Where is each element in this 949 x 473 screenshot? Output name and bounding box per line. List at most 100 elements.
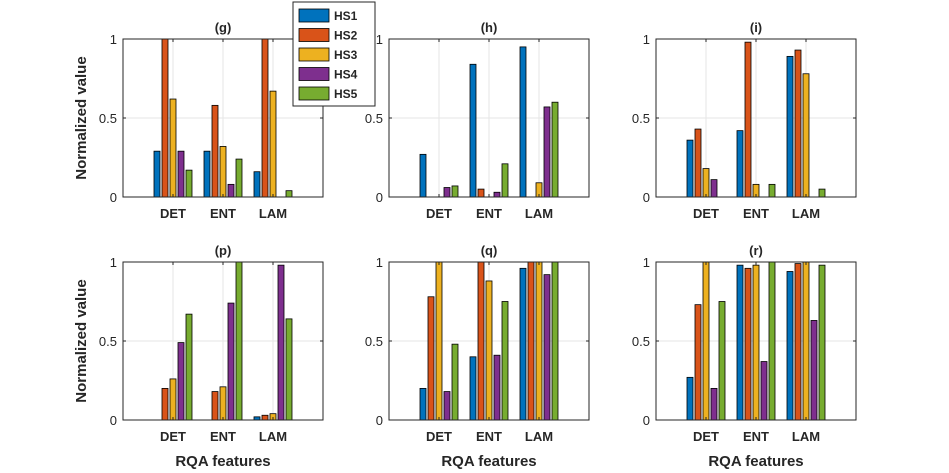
panel-title: (g): [215, 20, 232, 35]
bar-HS5-DET: [451, 185, 459, 198]
bar-HS5-LAM: [551, 261, 559, 421]
x-tick-label: ENT: [743, 206, 769, 221]
legend-swatch-HS5: [298, 86, 330, 101]
legend-label-HS4: HS4: [334, 68, 358, 82]
legend-swatch-HS1: [298, 8, 330, 23]
bar-HS5-DET: [185, 169, 193, 198]
bar-HS2-ENT: [477, 261, 485, 421]
bar-HS5-LAM: [285, 190, 293, 198]
x-axis-label: RQA features: [175, 453, 270, 470]
y-tick-label: 0: [376, 413, 383, 428]
y-tick-label: 0.5: [99, 334, 117, 349]
y-tick-label: 1: [110, 32, 117, 47]
y-tick-label: 1: [376, 32, 383, 47]
bar-HS4-DET: [443, 391, 451, 421]
x-tick-label: DET: [693, 206, 719, 221]
x-tick-label: DET: [160, 206, 186, 221]
bar-HS4-ENT: [760, 361, 768, 421]
bar-HS5-LAM: [285, 318, 293, 421]
bar-HS1-ENT: [469, 356, 477, 421]
y-tick-label: 0: [643, 190, 650, 205]
bar-HS3-DET: [169, 98, 177, 198]
x-tick-label: DET: [693, 429, 719, 444]
bar-HS2-LAM: [261, 38, 269, 198]
bar-HS4-DET: [443, 187, 451, 198]
bar-HS3-DET: [702, 261, 710, 421]
panel-title: (p): [215, 243, 232, 258]
panel-title: (r): [749, 243, 763, 258]
legend-swatch-HS3: [298, 47, 330, 62]
bar-HS2-LAM: [794, 49, 802, 198]
panel-title: (h): [481, 20, 498, 35]
bar-HS3-LAM: [802, 73, 810, 198]
panel-i: 0 0.5 1 DET ENT LAM (i): [632, 20, 857, 221]
y-tick-label: 1: [643, 255, 650, 270]
bar-HS1-ENT: [736, 130, 744, 198]
x-tick-label: DET: [426, 429, 452, 444]
bar-HS2-LAM: [527, 261, 535, 421]
bar-HS2-LAM: [261, 414, 269, 421]
panel-title: (i): [750, 20, 762, 35]
x-tick-label: DET: [160, 429, 186, 444]
x-tick-label: LAM: [259, 429, 287, 444]
x-tick-label: LAM: [792, 429, 820, 444]
bar-HS5-LAM: [818, 264, 826, 421]
bar-HS4-LAM: [810, 320, 818, 421]
x-axis-label: RQA features: [708, 453, 803, 470]
bar-HS5-ENT: [235, 158, 243, 198]
panel-r: 0 0.5 1 DET ENT LAM (r) RQA features: [632, 243, 857, 470]
chart-panels: 0 0.5 1 DET ENT LAM (g) Normalized value 0 0.5 1 DE…: [73, 20, 857, 470]
bar-HS2-DET: [161, 387, 169, 421]
y-tick-label: 0: [110, 190, 117, 205]
y-tick-label: 0.5: [632, 111, 650, 126]
bar-HS4-ENT: [493, 191, 501, 198]
bar-HS5-DET: [451, 343, 459, 421]
y-tick-label: 1: [376, 255, 383, 270]
bar-HS5-ENT: [235, 261, 243, 421]
bar-HS4-LAM: [277, 264, 285, 421]
bar-HS2-ENT: [211, 104, 219, 198]
bar-HS5-ENT: [501, 163, 509, 198]
x-tick-label: ENT: [476, 429, 502, 444]
bar-HS4-DET: [177, 150, 185, 198]
bar-HS3-DET: [702, 168, 710, 198]
bar-HS4-ENT: [227, 183, 235, 198]
x-tick-label: ENT: [210, 429, 236, 444]
bar-HS1-ENT: [469, 63, 477, 198]
x-tick-label: LAM: [792, 206, 820, 221]
y-tick-label: 0.5: [632, 334, 650, 349]
y-tick-label: 0.5: [365, 334, 383, 349]
panel-g: 0 0.5 1 DET ENT LAM (g) Normalized value: [73, 20, 324, 221]
bar-HS1-LAM: [519, 267, 527, 421]
bar-HS4-DET: [710, 387, 718, 421]
x-tick-label: LAM: [525, 429, 553, 444]
bar-HS2-ENT: [744, 41, 752, 198]
bar-HS5-LAM: [551, 101, 559, 198]
bar-HS3-ENT: [219, 146, 227, 198]
bar-HS3-LAM: [269, 90, 277, 198]
bar-HS4-DET: [177, 342, 185, 421]
y-axis-label: Normalized value: [73, 56, 90, 179]
bar-HS2-ENT: [477, 188, 485, 198]
bar-HS5-LAM: [818, 188, 826, 198]
y-tick-label: 0: [643, 413, 650, 428]
bar-HS1-LAM: [253, 171, 261, 198]
bar-HS4-DET: [710, 179, 718, 198]
bar-HS1-DET: [686, 139, 694, 198]
legend: HS1 HS2 HS3 HS4 HS5: [292, 1, 376, 107]
bar-HS3-LAM: [535, 261, 543, 421]
bar-HS1-LAM: [519, 46, 527, 198]
bar-HS1-ENT: [736, 264, 744, 421]
bar-HS3-ENT: [219, 386, 227, 421]
legend-swatch-HS4: [298, 67, 330, 81]
bar-HS5-ENT: [768, 261, 776, 421]
bar-HS4-LAM: [543, 106, 551, 198]
bar-HS5-DET: [718, 301, 726, 421]
bar-HS4-ENT: [493, 354, 501, 421]
bar-HS1-DET: [153, 150, 161, 198]
legend-swatch-HS2: [298, 28, 330, 42]
y-tick-label: 0: [376, 190, 383, 205]
bar-HS4-ENT: [227, 302, 235, 421]
panel-h: 0 0.5 1 DET ENT LAM (h): [365, 20, 590, 221]
bar-HS5-ENT: [501, 301, 509, 421]
